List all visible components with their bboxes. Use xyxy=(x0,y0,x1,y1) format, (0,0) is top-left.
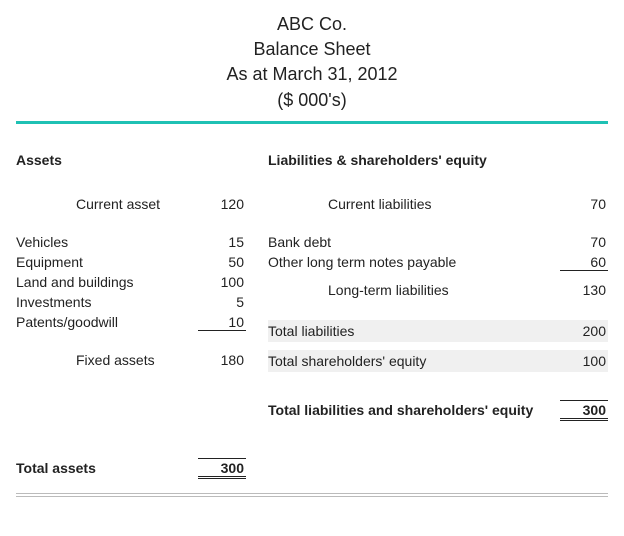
company-name: ABC Co. xyxy=(16,12,608,37)
assets-column: Assets Current asset 120 Vehicles 15 Equ… xyxy=(16,152,246,479)
footer-rule xyxy=(16,493,608,497)
asset-line-label: Equipment xyxy=(16,254,198,270)
fixed-assets-value: 180 xyxy=(198,352,246,368)
asset-line-value: 5 xyxy=(198,294,246,310)
liability-line-label: Bank debt xyxy=(268,234,560,250)
asset-line-label: Vehicles xyxy=(16,234,198,250)
asset-line: Investments 5 xyxy=(16,294,246,314)
liability-line-label: Other long term notes payable xyxy=(268,254,560,270)
fixed-assets-row: Fixed assets 180 xyxy=(16,352,246,372)
liabilities-column: Liabilities & shareholders' equity Curre… xyxy=(268,152,608,479)
current-liabilities-label: Current liabilities xyxy=(268,196,560,212)
balance-sheet-body: Assets Current asset 120 Vehicles 15 Equ… xyxy=(16,152,608,479)
asset-line-label: Investments xyxy=(16,294,198,310)
units-note: ($ 000's) xyxy=(16,88,608,113)
asset-line: Vehicles 15 xyxy=(16,234,246,254)
current-liabilities-value: 70 xyxy=(560,196,608,212)
total-liabilities-row: Total liabilities 200 xyxy=(268,320,608,342)
liability-line: Bank debt 70 xyxy=(268,234,608,254)
current-liabilities-row: Current liabilities 70 xyxy=(268,196,608,216)
total-liabilities-value: 200 xyxy=(560,323,608,339)
total-liab-equity-row: Total liabilities and shareholders' equi… xyxy=(268,400,608,421)
assets-heading: Assets xyxy=(16,152,246,168)
as-at-date: As at March 31, 2012 xyxy=(16,62,608,87)
current-assets-row: Current asset 120 xyxy=(16,196,246,216)
asset-line-value: 15 xyxy=(198,234,246,250)
asset-line-label: Land and buildings xyxy=(16,274,198,290)
asset-line-value: 100 xyxy=(198,274,246,290)
statement-header: ABC Co. Balance Sheet As at March 31, 20… xyxy=(16,12,608,121)
asset-line-value: 50 xyxy=(198,254,246,270)
total-assets-row: Total assets 300 xyxy=(16,458,246,479)
total-assets-value: 300 xyxy=(198,458,246,479)
liability-line: Other long term notes payable 60 xyxy=(268,254,608,274)
long-term-liabilities-label: Long-term liabilities xyxy=(268,282,560,298)
asset-line: Land and buildings 100 xyxy=(16,274,246,294)
current-assets-label: Current asset xyxy=(16,196,198,212)
asset-line-label: Patents/goodwill xyxy=(16,314,198,330)
total-assets-label: Total assets xyxy=(16,460,198,476)
liability-line-value: 60 xyxy=(560,254,608,271)
long-term-liabilities-row: Long-term liabilities 130 xyxy=(268,282,608,302)
total-equity-row: Total shareholders' equity 100 xyxy=(268,350,608,372)
total-liabilities-label: Total liabilities xyxy=(268,323,560,339)
total-equity-value: 100 xyxy=(560,353,608,369)
current-assets-value: 120 xyxy=(198,196,246,212)
total-equity-label: Total shareholders' equity xyxy=(268,353,560,369)
total-liab-equity-label: Total liabilities and shareholders' equi… xyxy=(268,402,560,418)
total-liab-equity-value: 300 xyxy=(560,400,608,421)
accent-rule xyxy=(16,121,608,124)
long-term-liabilities-value: 130 xyxy=(560,282,608,298)
fixed-assets-label: Fixed assets xyxy=(16,352,198,368)
liabilities-heading: Liabilities & shareholders' equity xyxy=(268,152,608,168)
asset-line: Equipment 50 xyxy=(16,254,246,274)
liability-line-value: 70 xyxy=(560,234,608,250)
statement-title: Balance Sheet xyxy=(16,37,608,62)
asset-line: Patents/goodwill 10 xyxy=(16,314,246,334)
asset-line-value: 10 xyxy=(198,314,246,331)
